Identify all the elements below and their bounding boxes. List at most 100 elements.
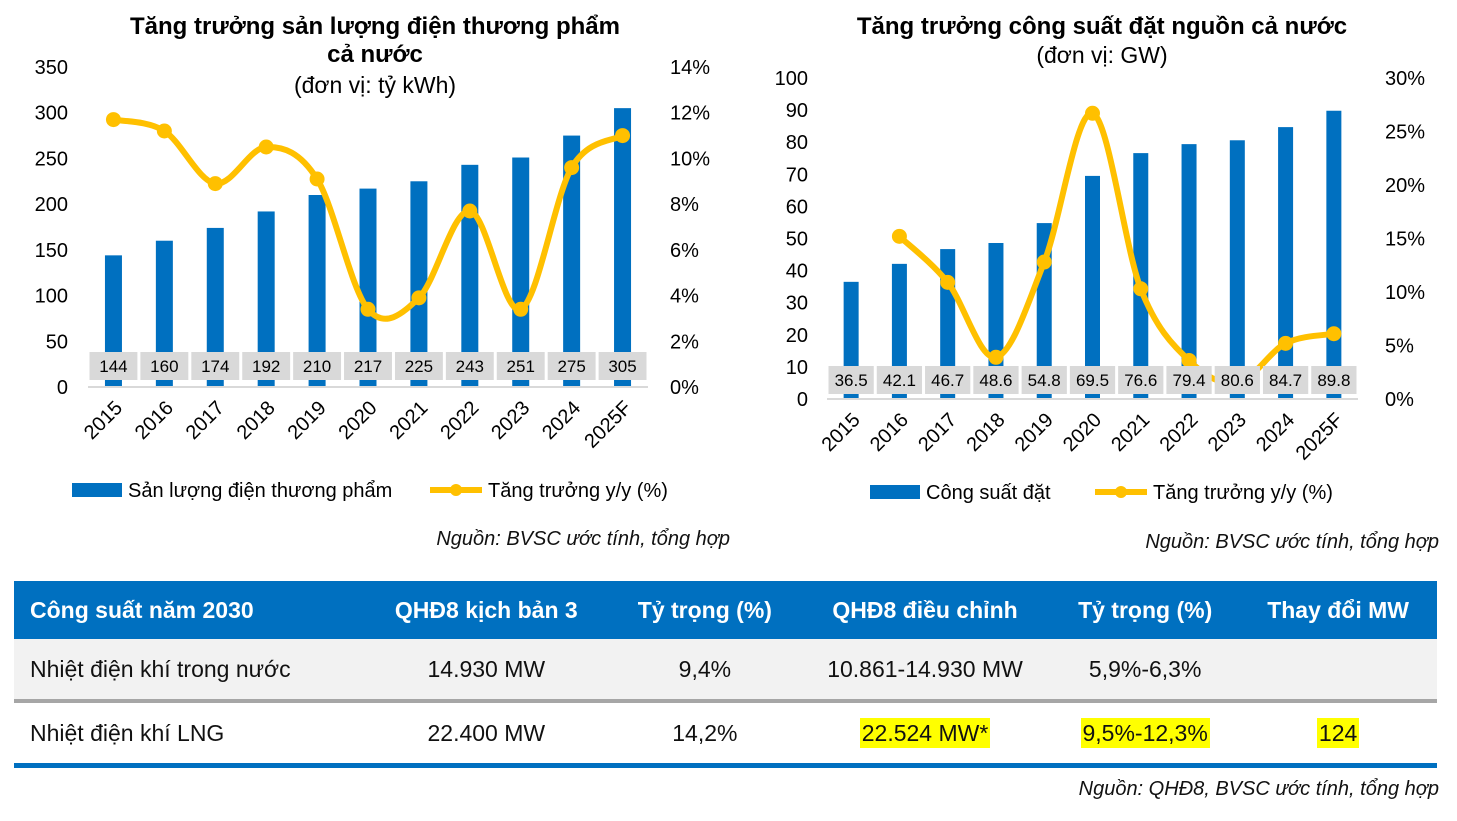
y-left-tick-label: 40: [786, 261, 808, 283]
data-label-box: [1118, 366, 1164, 394]
y-right-tick-label: 2%: [670, 331, 699, 353]
table-cell: Nhiệt điện khí trong nước: [14, 639, 362, 703]
bar: [461, 164, 479, 387]
growth-point: [988, 349, 1004, 365]
data-label-box: [1311, 366, 1357, 394]
x-tick-label: 2021: [385, 397, 432, 444]
y-right-tick-label: 25%: [1385, 122, 1425, 144]
y-right-tick-label: 10%: [670, 148, 710, 170]
x-tick-label: 2021: [1107, 409, 1154, 456]
table-cell: [1239, 639, 1437, 703]
y-left-tick-label: 300: [35, 103, 68, 125]
x-tick-label: 2016: [131, 397, 178, 444]
data-label-box: [547, 352, 596, 380]
bar: [155, 240, 173, 387]
table-cell: 14.930 MW: [361, 639, 611, 703]
table-cell: 9,4%: [610, 639, 799, 703]
bar: [1326, 110, 1342, 399]
x-tick-label: 2015: [818, 409, 865, 456]
data-label-box: [876, 366, 923, 394]
bar: [1133, 153, 1149, 399]
data-label: 225: [405, 357, 433, 376]
data-label-box: [1069, 366, 1116, 394]
data-label-box: [242, 352, 291, 380]
y-left-tick-label: 20: [786, 325, 808, 347]
x-tick-label: 2019: [284, 397, 331, 444]
legend-line-marker: [1115, 486, 1127, 498]
data-label: 46.7: [931, 371, 964, 390]
y-left-tick-label: 100: [775, 68, 808, 90]
growth-point: [462, 203, 478, 219]
y-left-tick-label: 50: [46, 331, 68, 353]
growth-point: [891, 228, 907, 244]
y-left-tick-label: 90: [786, 100, 808, 122]
bar: [1085, 175, 1100, 399]
y-right-tick-label: 4%: [670, 286, 699, 308]
y-right-tick-label: 12%: [670, 103, 710, 125]
table-cell-highlighted: 9,5%-12,3%: [1051, 701, 1240, 768]
y-right-tick-label: 0%: [670, 377, 699, 399]
growth-point: [258, 139, 274, 155]
highlight: 22.524 MW*: [859, 717, 991, 748]
data-label-box: [598, 352, 647, 380]
y-left-tick-label: 150: [35, 240, 68, 262]
data-label-box: [89, 352, 138, 380]
data-label: 144: [99, 357, 127, 376]
data-label-box: [1021, 366, 1067, 394]
legend-bar-swatch: [870, 485, 920, 499]
data-label-box: [293, 352, 342, 380]
highlight: 124: [1316, 717, 1360, 748]
header-cell: QHĐ8 điều chỉnh: [798, 581, 1052, 639]
bar: [410, 181, 428, 387]
data-label: 243: [456, 357, 484, 376]
y-left-tick-label: 100: [35, 286, 68, 308]
growth-point: [1036, 254, 1052, 270]
legend-line-label: Tăng trưởng y/y (%): [488, 480, 668, 502]
y-left-tick-label: 70: [786, 164, 808, 186]
data-label-box: [191, 352, 240, 380]
table-cell-highlighted: 22.524 MW*: [798, 701, 1052, 768]
y-left-tick-label: 200: [35, 194, 68, 216]
data-label-box: [925, 366, 971, 394]
bar: [1229, 140, 1245, 400]
x-tick-label: 2020: [335, 397, 382, 444]
legend-line-label: Tăng trưởng y/y (%): [1153, 482, 1333, 504]
y-left-tick-label: 350: [35, 57, 68, 79]
growth-point: [1278, 335, 1294, 351]
table-cell-highlighted: 124: [1239, 701, 1437, 768]
bar: [891, 263, 907, 399]
table-header-row: Công suất năm 2030 QHĐ8 kịch bản 3 Tỷ tr…: [14, 581, 1437, 639]
header-cell: Tỷ trọng (%): [610, 581, 799, 639]
x-tick-label: 2025F: [1292, 409, 1348, 465]
chart-source: Nguồn: BVSC ước tính, tổng hợp: [1145, 531, 1439, 553]
data-label: 217: [354, 357, 382, 376]
table-cell: 22.400 MW: [361, 701, 611, 768]
growth-point: [615, 128, 631, 144]
data-label: 160: [150, 357, 178, 376]
legend-line-marker: [450, 484, 462, 496]
data-label: 251: [507, 357, 535, 376]
highlight: 9,5%-12,3%: [1080, 717, 1210, 748]
table-cell: 14,2%: [610, 701, 799, 768]
data-label: 305: [608, 357, 636, 376]
y-left-tick-label: 30: [786, 293, 808, 315]
data-label: 79.4: [1172, 371, 1205, 390]
table-cell: Nhiệt điện khí LNG: [14, 701, 362, 768]
header-cell: Thay đổi MW: [1239, 581, 1437, 639]
bar: [1278, 127, 1294, 399]
x-tick-label: 2022: [1156, 409, 1203, 456]
x-tick-label: 2020: [1059, 409, 1106, 456]
x-tick-label: 2025F: [580, 397, 636, 453]
table-cell: 5,9%-6,3%: [1051, 639, 1240, 703]
capacity-2030-table: Công suất năm 2030 QHĐ8 kịch bản 3 Tỷ tr…: [14, 581, 1437, 768]
y-right-tick-label: 0%: [1385, 389, 1414, 411]
y-right-tick-label: 5%: [1385, 336, 1414, 358]
y-left-tick-label: 0: [797, 389, 808, 411]
x-tick-label: 2015: [80, 397, 127, 444]
data-label: 54.8: [1028, 371, 1061, 390]
data-label-box: [1166, 366, 1212, 394]
x-tick-label: 2023: [487, 397, 534, 444]
growth-point: [1326, 326, 1342, 342]
growth-point: [411, 290, 427, 306]
data-label-box: [973, 366, 1019, 394]
